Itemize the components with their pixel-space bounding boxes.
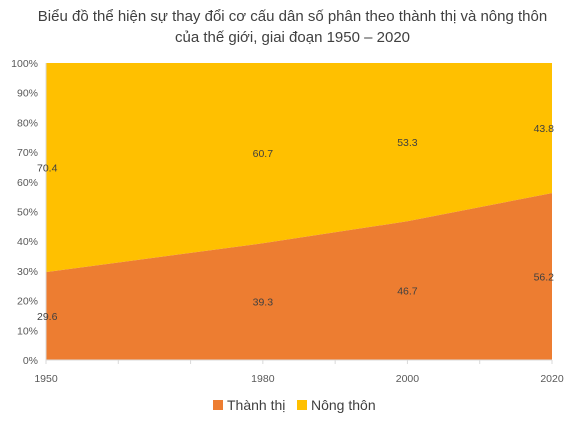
chart-title-line-2: của thế giới, giai đoạn 1950 – 2020 (174, 29, 411, 46)
data-label-thanh-thi: 56.2 (534, 272, 555, 284)
data-label-thanh-thi: 29.6 (37, 311, 58, 323)
legend-swatch-thanh-thi (213, 400, 223, 410)
x-tick-label: 2000 (396, 373, 420, 385)
y-tick-label: 70% (17, 147, 38, 159)
x-tick-label: 1950 (34, 373, 58, 385)
x-tick-label: 2020 (540, 373, 564, 385)
y-tick-label: 0% (23, 355, 38, 367)
y-tick-label: 90% (17, 88, 38, 100)
area-series-thanh-thi (46, 193, 552, 360)
legend-label-nong-thon: Nông thôn (311, 397, 376, 413)
data-label-nong-thon: 70.4 (37, 163, 58, 175)
legend-label-thanh-thi: Thành thị (227, 397, 285, 413)
y-tick-label: 10% (17, 325, 38, 337)
data-label-thanh-thi: 39.3 (253, 297, 274, 309)
data-label-nong-thon: 53.3 (397, 137, 418, 149)
y-tick-label: 80% (17, 117, 38, 129)
chart-title-line-1: Biểu đồ thể hiện sự thay đổi cơ cấu dân … (37, 8, 548, 25)
y-tick-label: 30% (17, 266, 38, 278)
legend-swatch-nong-thon (297, 400, 307, 410)
chart-title: Biểu đồ thể hiện sự thay đổi cơ cấu dân … (0, 6, 585, 48)
area-series-nong-thon (46, 63, 552, 273)
y-tick-label: 50% (17, 207, 38, 219)
y-tick-label: 40% (17, 236, 38, 248)
y-tick-label: 60% (17, 177, 38, 189)
x-tick-label: 1980 (251, 373, 275, 385)
data-label-nong-thon: 43.8 (534, 123, 555, 135)
data-label-nong-thon: 60.7 (253, 148, 274, 160)
y-tick-label: 20% (17, 296, 38, 308)
data-label-thanh-thi: 46.7 (397, 286, 418, 298)
y-tick-label: 100% (11, 58, 38, 70)
